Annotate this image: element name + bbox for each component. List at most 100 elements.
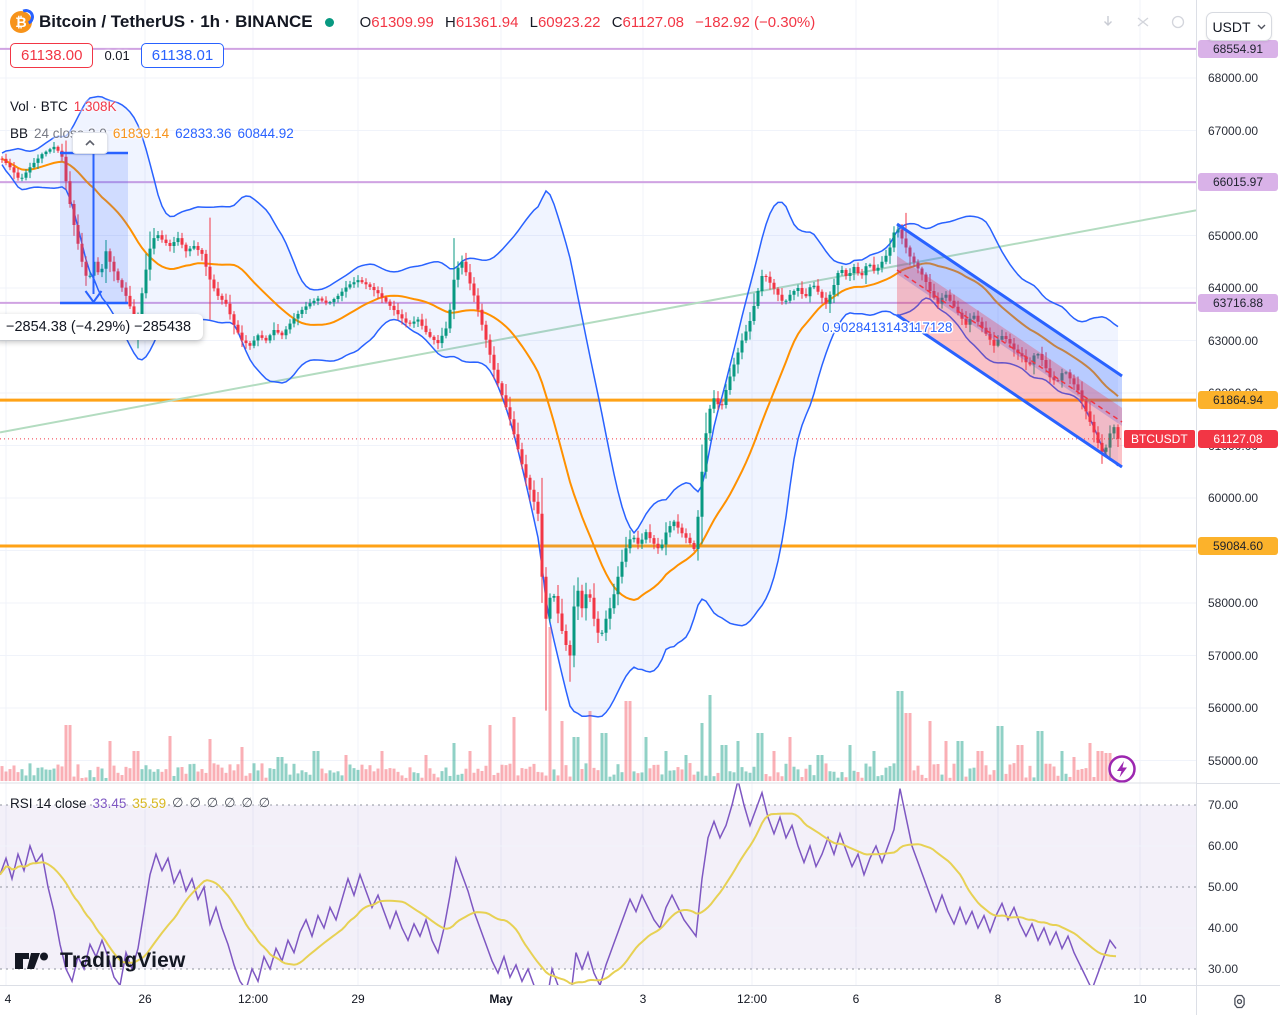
price-tick-label: 60000.00 bbox=[1208, 491, 1259, 505]
bb-fill bbox=[2, 96, 1118, 717]
symbol-title[interactable]: Bitcoin / TetherUS · 1h · BINANCE bbox=[39, 12, 313, 31]
high-label: H bbox=[445, 13, 456, 31]
currency-label: USDT bbox=[1212, 18, 1251, 35]
circle-icon[interactable] bbox=[1170, 14, 1186, 30]
close-label: C bbox=[611, 13, 623, 31]
bb-basis-line bbox=[1, 157, 1119, 602]
bb-label[interactable]: BB bbox=[10, 126, 29, 141]
channel-blue-fill bbox=[897, 224, 1122, 427]
bb-upper-line bbox=[1, 95, 1119, 535]
price-tick-label: 56000.00 bbox=[1208, 701, 1259, 715]
rsi-pane bbox=[0, 783, 1196, 985]
price-axis[interactable]: 68000.00 67000.00 65000.00 64000.00 63000.00… bbox=[1196, 0, 1280, 985]
rsi-line bbox=[0, 783, 1117, 985]
price-tick-label: 55000.00 bbox=[1208, 753, 1259, 768]
chevron-down-icon bbox=[1257, 24, 1266, 29]
change-value: −182.92 (−0.30%) bbox=[695, 13, 816, 31]
time-tick-label: 29 bbox=[351, 992, 365, 1006]
rsi-value: 33.45 bbox=[92, 795, 127, 811]
time-tick-label: 10 bbox=[1133, 992, 1147, 1006]
volume-legend-row: Vol · BTC 1.308K bbox=[10, 99, 117, 114]
open-value: 61309.99 bbox=[371, 13, 434, 31]
green-trendline[interactable] bbox=[0, 209, 1196, 434]
rsi-tick-label: 30.00 bbox=[1208, 962, 1239, 976]
time-axis[interactable]: 4 26 12:00 29 May 3 12:00 6 8 10 bbox=[0, 985, 1196, 1015]
chart-canvas[interactable]: 0.9028413143117128 bbox=[0, 0, 1196, 1015]
chevron-up-icon bbox=[85, 140, 95, 146]
gear-icon[interactable] bbox=[1231, 993, 1248, 1010]
legend-collapse-button[interactable] bbox=[72, 132, 108, 154]
rsi-band-fill bbox=[0, 805, 1196, 969]
measure-tooltip: −2854.38 (−4.29%) −285438 bbox=[0, 314, 204, 340]
indicator-action-icon[interactable]: ∅ bbox=[189, 795, 201, 810]
time-tick-label: May bbox=[489, 992, 513, 1006]
indicator-action-icon[interactable]: ∅ bbox=[258, 795, 271, 810]
price-tick-label: 64000.00 bbox=[1208, 281, 1259, 295]
rsi-tick-label: 70.00 bbox=[1208, 798, 1239, 812]
chart-quick-actions bbox=[1100, 14, 1186, 30]
price-tick-label: 65000.00 bbox=[1208, 228, 1259, 243]
price-level-badge: 63716.88 bbox=[1198, 293, 1278, 312]
market-status-dot bbox=[324, 17, 334, 27]
price-line-symbol-tag: BTCUSDT bbox=[1124, 429, 1195, 448]
time-tick-label: 6 bbox=[852, 992, 860, 1006]
price-level-badge: 61127.08 bbox=[1198, 429, 1278, 448]
currency-dropdown[interactable]: USDT bbox=[1206, 12, 1272, 41]
price-level-badge: 66015.97 bbox=[1198, 173, 1278, 192]
price-level-badge: 61864.94 bbox=[1198, 391, 1278, 410]
price-level-badge: 68554.91 bbox=[1198, 39, 1278, 58]
price-tick-label: 57000.00 bbox=[1208, 648, 1259, 663]
channel-mid-line bbox=[896, 269, 1123, 423]
channel-value-label: 0.9028413143117128 bbox=[822, 320, 952, 335]
download-arrow-icon[interactable] bbox=[1100, 14, 1116, 30]
rsi-label[interactable]: RSI 14 close bbox=[10, 795, 87, 811]
collapse-icon[interactable] bbox=[1135, 14, 1151, 30]
lightning-icon bbox=[1117, 761, 1127, 778]
spread-value: 0.01 bbox=[104, 48, 130, 63]
volume-label[interactable]: Vol · BTC bbox=[10, 99, 68, 114]
price-tick-label: 58000.00 bbox=[1208, 596, 1259, 610]
rsi-signal-value: 35.59 bbox=[132, 795, 167, 811]
rsi-tick-label: 50.00 bbox=[1208, 880, 1239, 894]
main-pane: 0.9028413143117128 bbox=[0, 0, 1196, 783]
indicator-action-icon[interactable]: ∅ bbox=[206, 795, 219, 810]
channel-bottom-line[interactable] bbox=[896, 313, 1123, 469]
volume-value: 1.308K bbox=[73, 99, 117, 114]
ohlc-values: O61309.99 H61361.94 L60923.22 C61127.08 … bbox=[360, 14, 823, 31]
bb-legend-row: BB 24 close 2 0 61839.14 62833.36 60844.… bbox=[10, 126, 294, 141]
rsi-tick-label: 40.00 bbox=[1208, 921, 1239, 935]
high-value: 61361.94 bbox=[455, 13, 519, 31]
axis-pane-separator bbox=[1197, 783, 1280, 784]
tradingview-logo[interactable]: TradingView bbox=[14, 948, 186, 974]
volume-bars bbox=[0, 627, 1120, 781]
low-label: L bbox=[529, 13, 538, 31]
instant-trade-button[interactable] bbox=[1108, 755, 1136, 783]
bb-basis-value: 61839.14 bbox=[112, 126, 170, 141]
bb-upper-value: 62833.36 bbox=[175, 126, 232, 141]
candles bbox=[0, 140, 1120, 711]
rsi-legend-row: RSI 14 close 33.45 35.59 ∅ ∅ ∅ ∅ ∅ ∅ bbox=[10, 795, 276, 811]
bid-button[interactable]: 61138.00 bbox=[10, 43, 94, 68]
tradingview-wordmark: TradingView bbox=[60, 949, 186, 972]
price-level-badge: 59084.60 bbox=[1198, 537, 1278, 556]
ask-button[interactable]: 61138.01 bbox=[140, 43, 225, 68]
rsi-action-icons[interactable]: ∅ ∅ ∅ ∅ ∅ ∅ bbox=[172, 795, 276, 811]
price-tick-label: 63000.00 bbox=[1208, 333, 1259, 348]
close-value: 61127.08 bbox=[622, 13, 684, 31]
time-tick-label: 12:00 bbox=[736, 992, 768, 1006]
axis-settings-corner bbox=[1196, 985, 1280, 1015]
low-value: 60923.22 bbox=[537, 13, 601, 31]
range-box-arrowhead bbox=[84, 290, 103, 303]
time-tick-label: 26 bbox=[138, 992, 152, 1006]
symbol-row: ₿ Bitcoin / TetherUS · 1h · BINANCE O613… bbox=[10, 6, 823, 33]
indicator-action-icon[interactable]: ∅ bbox=[224, 795, 236, 810]
channel-red-fill bbox=[897, 255, 1122, 467]
price-tick-label: 68000.00 bbox=[1208, 71, 1259, 85]
indicator-action-icon[interactable]: ∅ bbox=[172, 795, 184, 810]
rsi-ma-line bbox=[0, 812, 1117, 985]
indicator-action-icon[interactable]: ∅ bbox=[241, 795, 253, 810]
bitcoin-icon: ₿ bbox=[10, 6, 37, 33]
quote-row: 61138.00 0.01 61138.01 bbox=[10, 43, 225, 68]
channel-top-line[interactable] bbox=[896, 222, 1123, 378]
price-tick-label: 67000.00 bbox=[1208, 123, 1259, 138]
